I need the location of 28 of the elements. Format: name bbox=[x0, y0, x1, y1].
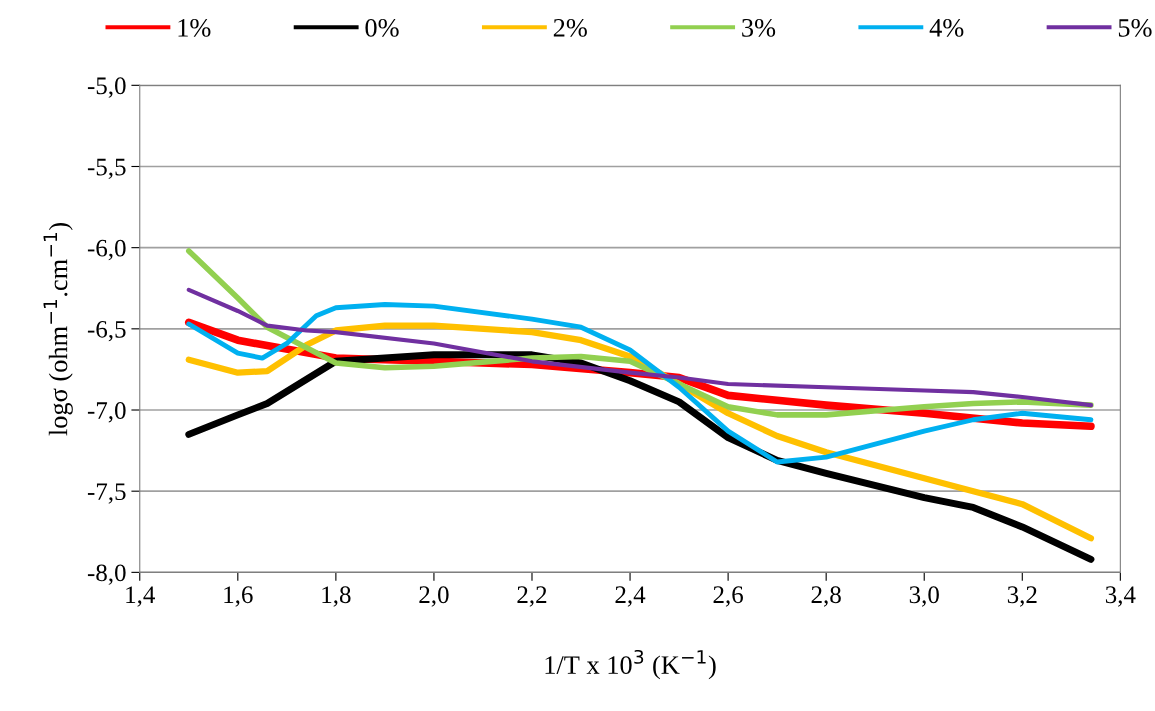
y-tick-label: -5,0 bbox=[87, 77, 126, 98]
x-tick-label: 3,2 bbox=[1007, 586, 1037, 607]
legend-label: 0% bbox=[365, 18, 399, 37]
x-tick-label: 2,6 bbox=[713, 586, 743, 607]
x-tick-label: 3,0 bbox=[909, 586, 939, 607]
x-axis-title: 1/T x 10$^{3}$ (K$^{−1}$) bbox=[545, 649, 716, 680]
x-tick-label: 2,8 bbox=[811, 586, 841, 607]
y-tick-label: -5,5 bbox=[87, 158, 126, 180]
x-tick-label: 1,6 bbox=[224, 586, 253, 607]
legend-label: 1% bbox=[178, 18, 211, 37]
y-tick-label: -8,0 bbox=[87, 564, 126, 585]
legend-label: 4% bbox=[929, 18, 964, 37]
y-tick-label: -7,0 bbox=[87, 402, 126, 423]
legend-label: 5% bbox=[1118, 18, 1152, 37]
line-series bbox=[186, 287, 1094, 408]
x-tick-label: 2,2 bbox=[517, 586, 547, 607]
y-tick-label: -7,5 bbox=[87, 483, 126, 504]
x-tick-label: 3,4 bbox=[1105, 586, 1136, 607]
line-series bbox=[186, 302, 1094, 465]
x-tick-label: 1,4 bbox=[126, 586, 155, 607]
legend-label: 3% bbox=[742, 18, 776, 37]
y-tick-label: -6,5 bbox=[87, 320, 126, 342]
x-tick-label: 2,4 bbox=[615, 586, 646, 607]
y-tick-label: -6,0 bbox=[87, 239, 126, 261]
x-tick-label: 1,8 bbox=[322, 586, 351, 607]
legend-label: 2% bbox=[553, 18, 587, 37]
y-axis-title: logσ (ohm$^{−1}$.cm$^{−1}$) bbox=[43, 222, 73, 436]
x-tick-label: 2,0 bbox=[419, 586, 449, 607]
